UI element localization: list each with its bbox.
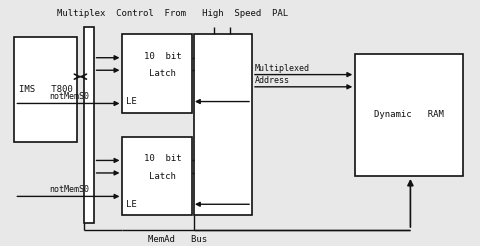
Text: Latch: Latch bbox=[149, 172, 176, 181]
Text: LE: LE bbox=[126, 200, 137, 209]
Text: Multiplexed: Multiplexed bbox=[254, 64, 310, 73]
Text: notMemS0: notMemS0 bbox=[49, 92, 90, 101]
Text: notMemS0: notMemS0 bbox=[49, 185, 90, 194]
Bar bbox=[122, 137, 192, 215]
Bar bbox=[14, 37, 77, 142]
Text: 10  bit: 10 bit bbox=[144, 52, 181, 61]
Bar bbox=[355, 54, 463, 176]
Bar bbox=[194, 34, 252, 215]
Text: Multiplex  Control  From   High  Speed  PAL: Multiplex Control From High Speed PAL bbox=[57, 9, 288, 17]
Text: 10  bit: 10 bit bbox=[144, 154, 181, 163]
Bar bbox=[122, 34, 192, 112]
Text: IMS   T800: IMS T800 bbox=[19, 85, 72, 94]
Text: MemAd   Bus: MemAd Bus bbox=[148, 235, 207, 244]
Text: LE: LE bbox=[126, 97, 137, 106]
Bar bbox=[84, 27, 94, 223]
Text: Address: Address bbox=[254, 76, 289, 85]
Text: Latch: Latch bbox=[149, 69, 176, 78]
Text: Dynamic   RAM: Dynamic RAM bbox=[374, 110, 444, 120]
